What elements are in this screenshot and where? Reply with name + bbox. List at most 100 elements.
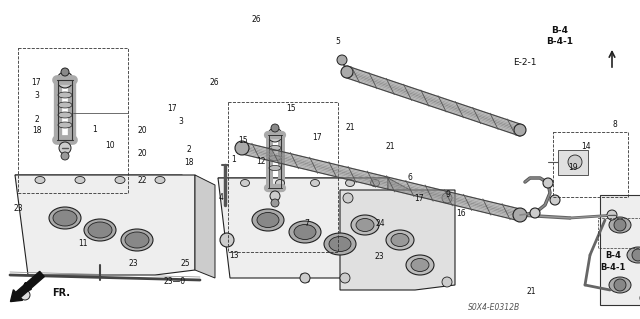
Bar [598,218,640,248]
Text: 3: 3 [34,91,39,100]
Circle shape [61,68,69,76]
Ellipse shape [269,155,281,160]
Circle shape [442,193,452,203]
Ellipse shape [241,180,250,187]
Text: 20: 20 [137,149,147,158]
Circle shape [271,124,279,132]
Polygon shape [340,190,455,290]
Circle shape [530,208,540,218]
Ellipse shape [406,255,434,275]
Ellipse shape [386,230,414,250]
Text: 23: 23 [374,252,384,261]
Text: 2: 2 [34,115,39,124]
Ellipse shape [252,209,284,231]
Ellipse shape [125,232,149,248]
Text: 21: 21 [346,123,355,132]
Text: 3: 3 [178,117,183,126]
Text: 13: 13 [228,251,239,260]
Ellipse shape [371,180,380,187]
Circle shape [632,249,640,261]
Circle shape [614,279,626,291]
Text: 24: 24 [376,219,386,228]
Polygon shape [218,178,400,188]
Ellipse shape [115,176,125,183]
Text: S0X4-E0312B: S0X4-E0312B [468,303,520,313]
Text: 1: 1 [92,125,97,134]
Circle shape [271,199,279,207]
Ellipse shape [609,217,631,233]
Text: B-4: B-4 [605,251,621,260]
Circle shape [614,219,626,231]
Circle shape [442,277,452,287]
Text: 16: 16 [456,209,466,218]
Text: 23—0: 23—0 [164,278,186,286]
Text: 21: 21 [386,142,395,151]
Ellipse shape [346,180,355,187]
Ellipse shape [609,277,631,293]
Text: B-4-1: B-4-1 [547,37,573,46]
Text: 18: 18 [32,126,41,135]
Text: 17: 17 [166,104,177,113]
Text: 14: 14 [580,142,591,151]
Text: 8: 8 [612,120,617,129]
Bar [558,150,588,175]
Circle shape [607,210,617,220]
Circle shape [59,142,71,154]
Text: B-4: B-4 [552,26,568,35]
Text: 22: 22 [138,176,147,185]
Circle shape [268,128,282,142]
Ellipse shape [155,176,165,183]
Text: B-4-1: B-4-1 [600,263,626,271]
Text: 7: 7 [305,219,310,228]
Text: 26: 26 [251,15,261,24]
Text: 12: 12 [257,157,266,166]
Circle shape [300,273,310,283]
Circle shape [340,273,350,283]
Circle shape [343,193,353,203]
Text: 15: 15 [286,104,296,113]
Polygon shape [388,178,410,278]
Polygon shape [218,178,388,278]
Polygon shape [15,175,195,185]
Ellipse shape [58,92,72,98]
Ellipse shape [294,225,316,240]
Polygon shape [15,175,195,275]
Circle shape [550,195,560,205]
Ellipse shape [53,210,77,226]
Circle shape [341,66,353,78]
Circle shape [514,124,526,136]
Ellipse shape [88,222,112,238]
Text: 11: 11 [79,239,88,248]
Bar [228,102,338,252]
Text: 2: 2 [186,145,191,154]
Ellipse shape [35,176,45,183]
Ellipse shape [257,212,279,227]
Ellipse shape [289,221,321,243]
Text: FR.: FR. [52,288,70,298]
Text: 25: 25 [180,259,191,268]
Ellipse shape [269,145,281,151]
Ellipse shape [411,258,429,271]
Circle shape [20,290,30,300]
Ellipse shape [310,180,319,187]
Ellipse shape [356,219,374,232]
Circle shape [568,155,582,169]
Text: 18: 18 [184,158,193,167]
Ellipse shape [121,229,153,251]
Ellipse shape [329,236,351,251]
FancyArrow shape [10,271,44,301]
Text: 26: 26 [209,78,220,87]
Text: 1: 1 [231,155,236,164]
Polygon shape [195,175,215,278]
Circle shape [61,152,69,160]
Ellipse shape [58,112,72,118]
Circle shape [513,208,527,222]
Ellipse shape [75,176,85,183]
Circle shape [57,72,73,88]
Text: 4: 4 [218,193,223,202]
Ellipse shape [269,166,281,170]
Ellipse shape [351,215,379,235]
Text: 23: 23 [13,204,23,213]
Ellipse shape [324,233,356,255]
Bar [18,48,128,193]
